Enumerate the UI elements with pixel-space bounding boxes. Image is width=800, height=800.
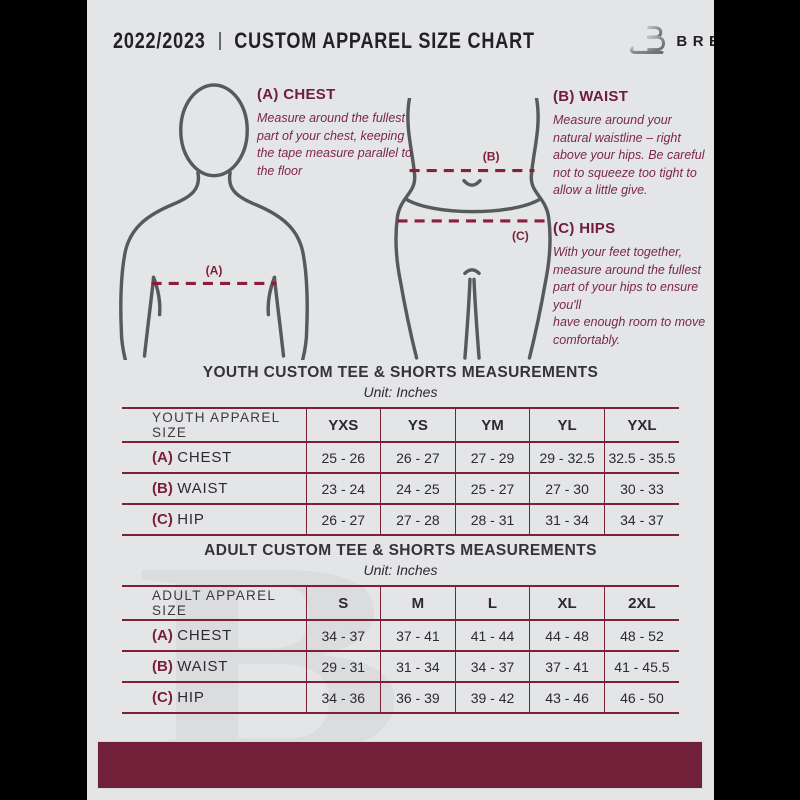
- size-col-ym: YM: [454, 407, 530, 442]
- cell-value: 25 - 27: [454, 472, 530, 504]
- cell-value: 30 - 33: [603, 472, 679, 504]
- breakaway-logo-icon: [630, 24, 666, 54]
- size-col-2xl: 2XL: [603, 585, 679, 620]
- cell-value: 31 - 34: [529, 503, 605, 536]
- row-prefix: (A): [152, 626, 173, 644]
- cell-value: 28 - 31: [454, 503, 530, 536]
- table-row-adult-chest: (A) CHEST 34 - 37 37 - 41 41 - 44 44 - 4…: [122, 619, 679, 651]
- waist-instructions: Measure around your natural waistline – …: [553, 113, 705, 197]
- row-label: CHEST: [177, 626, 233, 644]
- table-row-youth-chest: (A) CHEST 25 - 26 26 - 27 27 - 29 29 - 3…: [122, 441, 679, 473]
- youth-table-title: YOUTH CUSTOM TEE & SHORTS MEASUREMENTS: [202, 364, 599, 381]
- cell-value: 41 - 45.5: [603, 650, 679, 682]
- cell-value: 26 - 27: [305, 503, 381, 536]
- row-label: HIP: [177, 510, 205, 528]
- cell-value: 31 - 34: [380, 650, 456, 682]
- cell-value: 48 - 52: [603, 619, 679, 651]
- hips-guide: (C) HIPS With your feet together, measur…: [553, 220, 711, 349]
- page-title: CUSTOM APPAREL SIZE CHART: [234, 28, 535, 53]
- waist-heading: (B) WAIST: [553, 88, 629, 105]
- row-label: WAIST: [177, 479, 229, 497]
- adult-header-row: ADULT APPAREL SIZE S M L XL 2XL: [122, 585, 679, 620]
- adult-table-unit: Unit: Inches: [363, 562, 438, 578]
- table-row-adult-hip: (C) HIP 34 - 36 36 - 39 39 - 42 43 - 46 …: [122, 681, 679, 714]
- size-chart-page: B 2022/2023 | CUSTOM APPAREL SIZE CHART: [87, 0, 714, 800]
- cell-value: 44 - 48: [529, 619, 605, 651]
- chest-marker-label: (A): [206, 263, 223, 277]
- cell-value: 41 - 44: [454, 619, 530, 651]
- adult-size-label: ADULT APPAREL SIZE: [122, 585, 306, 620]
- youth-size-label: YOUTH APPAREL SIZE: [122, 407, 306, 442]
- youth-measurements-section: YOUTH CUSTOM TEE & SHORTS MEASUREMENTS U…: [122, 364, 679, 536]
- lower-body-figure: (B) (C): [394, 98, 552, 360]
- cell-value: 29 - 31: [305, 650, 381, 682]
- cell-value: 27 - 30: [529, 472, 605, 504]
- brand-group: BREAKAWAY: [627, 21, 714, 61]
- row-prefix: (C): [152, 510, 173, 528]
- size-col-xl: XL: [529, 585, 605, 620]
- cell-value: 37 - 41: [380, 619, 456, 651]
- size-col-ys: YS: [380, 407, 456, 442]
- cell-value: 37 - 41: [529, 650, 605, 682]
- row-prefix: (C): [152, 688, 173, 706]
- cell-value: 36 - 39: [380, 681, 456, 714]
- size-col-l: L: [454, 585, 530, 620]
- cell-value: 24 - 25: [380, 472, 456, 504]
- header-divider: |: [217, 30, 223, 51]
- adult-table-title: ADULT CUSTOM TEE & SHORTS MEASUREMENTS: [204, 542, 597, 559]
- cell-value: 39 - 42: [454, 681, 530, 714]
- cell-value: 34 - 37: [454, 650, 530, 682]
- table-row-youth-waist: (B) WAIST 23 - 24 24 - 25 25 - 27 27 - 3…: [122, 472, 679, 504]
- size-col-yxl: YXL: [603, 407, 679, 442]
- chest-heading: (A) CHEST: [257, 86, 336, 103]
- size-col-m: M: [380, 585, 456, 620]
- cell-value: 29 - 32.5: [529, 441, 605, 473]
- cell-value: 23 - 24: [305, 472, 381, 504]
- chest-guide: (A) CHEST Measure around the fullest par…: [257, 86, 421, 180]
- youth-size-table: YOUTH APPAREL SIZE YXS YS YM YL YXL (A) …: [122, 407, 679, 536]
- cell-value: 34 - 37: [305, 619, 381, 651]
- hips-heading: (C) HIPS: [553, 220, 616, 237]
- brand-name: BREAKAWAY: [676, 32, 714, 50]
- table-row-adult-waist: (B) WAIST 29 - 31 31 - 34 34 - 37 37 - 4…: [122, 650, 679, 682]
- cell-value: 46 - 50: [603, 681, 679, 714]
- waist-marker-label: (B): [483, 149, 500, 163]
- cell-value: 27 - 29: [454, 441, 530, 473]
- footer-bar: [97, 741, 703, 789]
- row-prefix: (B): [152, 657, 173, 675]
- row-label: WAIST: [177, 657, 229, 675]
- cell-value: 32.5 - 35.5: [603, 441, 679, 473]
- row-prefix: (B): [152, 479, 173, 497]
- youth-table-unit: Unit: Inches: [363, 384, 438, 400]
- row-label: HIP: [177, 688, 205, 706]
- size-col-yl: YL: [529, 407, 605, 442]
- cell-value: 34 - 37: [603, 503, 679, 536]
- size-col-yxs: YXS: [305, 407, 381, 442]
- adult-size-table: ADULT APPAREL SIZE S M L XL 2XL (A) CHES…: [122, 585, 679, 714]
- cell-value: 34 - 36: [305, 681, 381, 714]
- cell-value: 25 - 26: [305, 441, 381, 473]
- header-title-group: 2022/2023 | CUSTOM APPAREL SIZE CHART: [113, 28, 535, 54]
- waist-guide: (B) WAIST Measure around your natural wa…: [553, 88, 707, 200]
- season-label: 2022/2023: [113, 28, 206, 53]
- row-prefix: (A): [152, 448, 173, 466]
- chest-instructions: Measure around the fullest part of your …: [257, 111, 412, 178]
- adult-measurements-section: ADULT CUSTOM TEE & SHORTS MEASUREMENTS U…: [122, 542, 679, 714]
- size-col-s: S: [305, 585, 381, 620]
- hips-marker-label: (C): [512, 229, 529, 243]
- row-label: CHEST: [177, 448, 233, 466]
- cell-value: 43 - 46: [529, 681, 605, 714]
- youth-header-row: YOUTH APPAREL SIZE YXS YS YM YL YXL: [122, 407, 679, 442]
- cell-value: 27 - 28: [380, 503, 456, 536]
- cell-value: 26 - 27: [380, 441, 456, 473]
- upper-body-figure: (A): [119, 83, 309, 360]
- hips-instructions: With your feet together, measure around …: [553, 245, 706, 347]
- page-header: 2022/2023 | CUSTOM APPAREL SIZE CHART: [87, 0, 714, 74]
- table-row-youth-hip: (C) HIP 26 - 27 27 - 28 28 - 31 31 - 34 …: [122, 503, 679, 536]
